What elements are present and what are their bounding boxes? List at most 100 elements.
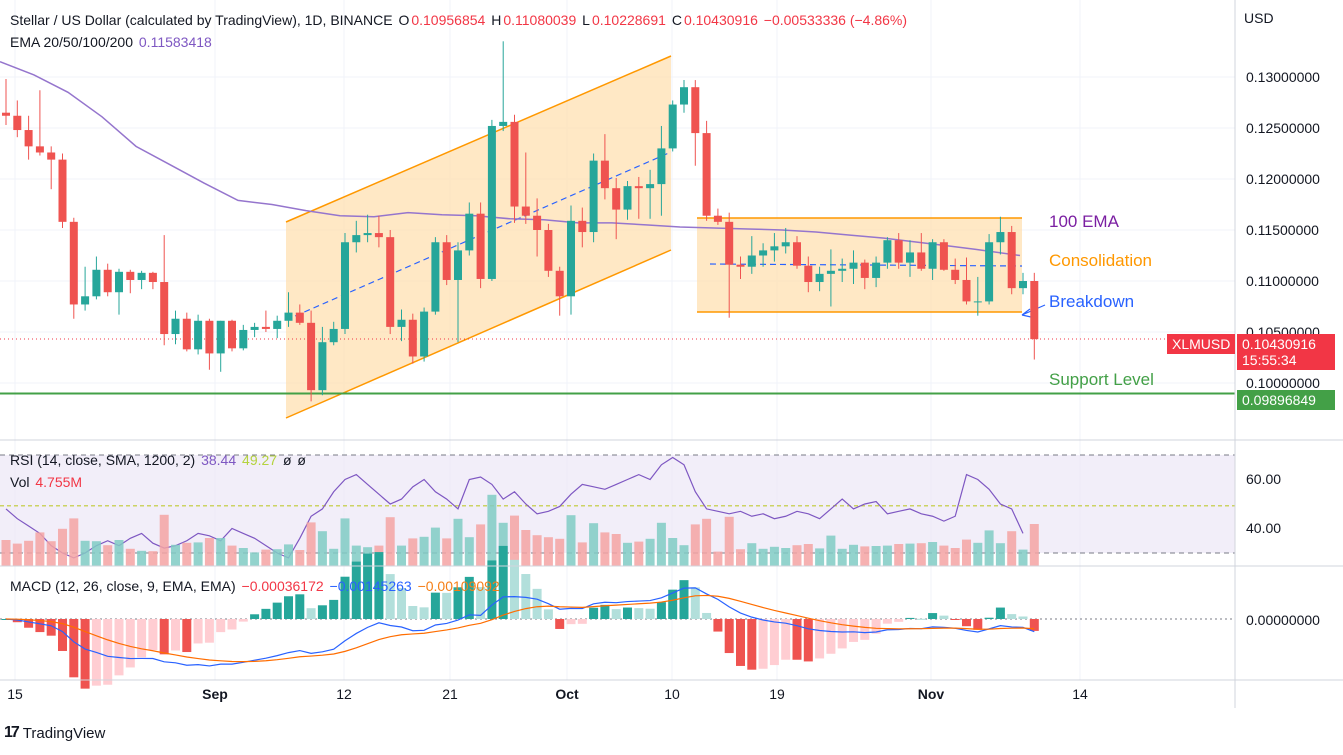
volume-bar — [171, 544, 180, 566]
macd-histogram-bar — [577, 619, 587, 624]
candle — [397, 309, 406, 342]
candle — [747, 236, 756, 274]
candle — [781, 227, 790, 254]
macd-histogram-bar — [340, 576, 350, 619]
volume-bar — [713, 551, 723, 566]
candle-body — [295, 312, 304, 323]
candle-body — [397, 319, 406, 327]
candle-body — [646, 184, 655, 189]
candle-body — [623, 186, 632, 210]
macd-histogram-bar — [690, 587, 700, 619]
volume-bar — [803, 544, 813, 566]
tradingview-logo[interactable]: 17 TradingView — [4, 724, 105, 742]
candle-body — [1019, 281, 1027, 289]
candle-body — [329, 328, 338, 343]
candle-body — [951, 269, 960, 280]
candle — [205, 318, 214, 370]
candle-body — [521, 206, 530, 216]
candle — [465, 202, 474, 256]
macd-legend[interactable]: MACD (12, 26, close, 9, EMA, EMA) −0.000… — [10, 578, 502, 594]
currency-label: USD — [1244, 10, 1274, 26]
candle-body — [386, 237, 395, 327]
candle-body — [205, 320, 214, 354]
macd-histogram-bar — [58, 619, 67, 651]
volume-bar — [894, 544, 904, 566]
macd-histogram-bar — [261, 608, 271, 619]
candle-body — [1030, 281, 1039, 340]
volume-bar — [498, 522, 508, 566]
candle-body — [352, 235, 361, 243]
support-annotation: Support Level — [1049, 370, 1154, 389]
macd-histogram-bar — [148, 619, 158, 651]
candle-body — [35, 146, 44, 153]
candle-body — [103, 269, 112, 293]
volume-bar — [125, 548, 135, 566]
candle-body — [81, 296, 90, 305]
volume-bar — [261, 549, 271, 566]
ema-label: EMA 20/50/100/200 — [10, 34, 133, 50]
macd-histogram-bar — [227, 619, 237, 630]
rsi-value: 38.44 — [201, 452, 237, 468]
macd-histogram-bar — [950, 619, 960, 620]
candle — [295, 304, 304, 325]
candle-body — [567, 220, 575, 297]
volume-bar — [543, 537, 553, 566]
price-tick-label: 0.12000000 — [1246, 171, 1320, 187]
volume-bar — [758, 548, 768, 566]
candle — [261, 310, 270, 332]
candle — [702, 120, 711, 221]
macd-histogram-bar — [566, 619, 576, 625]
macd-histogram-bar — [521, 574, 531, 619]
ema-legend[interactable]: EMA 20/50/100/200 0.11583418 — [10, 34, 214, 50]
volume-bar — [702, 518, 712, 566]
symbol-legend: Stellar / US Dollar (calculated by Tradi… — [10, 12, 909, 28]
rsi-extra-2: ø — [297, 452, 306, 468]
macd-histogram-bar — [238, 619, 248, 622]
rsi-legend[interactable]: RSI (14, close, SMA, 1200, 2) 38.44 49.2… — [10, 452, 308, 468]
candle — [386, 230, 395, 335]
volume-bar — [46, 541, 56, 566]
candle-body — [544, 230, 553, 271]
price-tick-label: 0.11000000 — [1246, 273, 1319, 289]
macd-histogram-bar — [894, 619, 904, 622]
candle — [329, 321, 338, 346]
volume-bar — [58, 528, 67, 566]
candle — [838, 258, 847, 283]
candle-body — [126, 271, 135, 280]
open-label: O — [398, 12, 410, 28]
macd-histogram-bar — [634, 608, 644, 619]
macd-histogram-bar — [747, 619, 757, 670]
candle-body — [668, 104, 677, 149]
candle-body — [499, 121, 508, 126]
low-label: L — [582, 12, 590, 28]
breakdown-annotation: Breakdown — [1049, 292, 1135, 311]
candle-body — [465, 213, 474, 251]
volume-bar — [453, 518, 463, 566]
candle — [454, 242, 462, 343]
candle-body — [713, 215, 722, 222]
candle — [81, 266, 90, 311]
candle-body — [555, 270, 564, 297]
vol-legend[interactable]: Vol 4.755M — [10, 474, 84, 490]
candle — [872, 256, 881, 288]
candle-body — [939, 242, 948, 270]
candle-body — [985, 242, 994, 302]
time-tick-label: 14 — [1072, 686, 1088, 702]
candle-body — [996, 232, 1005, 243]
volume-bar — [69, 518, 79, 566]
volume-bar — [882, 545, 892, 566]
volume-bar — [476, 524, 486, 566]
volume-bar — [826, 535, 836, 566]
macd-histogram-bar — [46, 619, 56, 636]
last-price: 0.10430916 — [1242, 336, 1316, 352]
macd-histogram-bar — [882, 619, 892, 624]
volume-bar — [600, 532, 610, 566]
candle-body — [793, 242, 801, 266]
volume-bar — [724, 516, 734, 566]
ema-value: 0.11583418 — [138, 34, 212, 50]
macd-histogram-bar — [272, 602, 282, 619]
rsi-tick-60: 60.00 — [1246, 471, 1282, 487]
candle — [250, 322, 259, 338]
macd-histogram-bar — [159, 619, 169, 655]
